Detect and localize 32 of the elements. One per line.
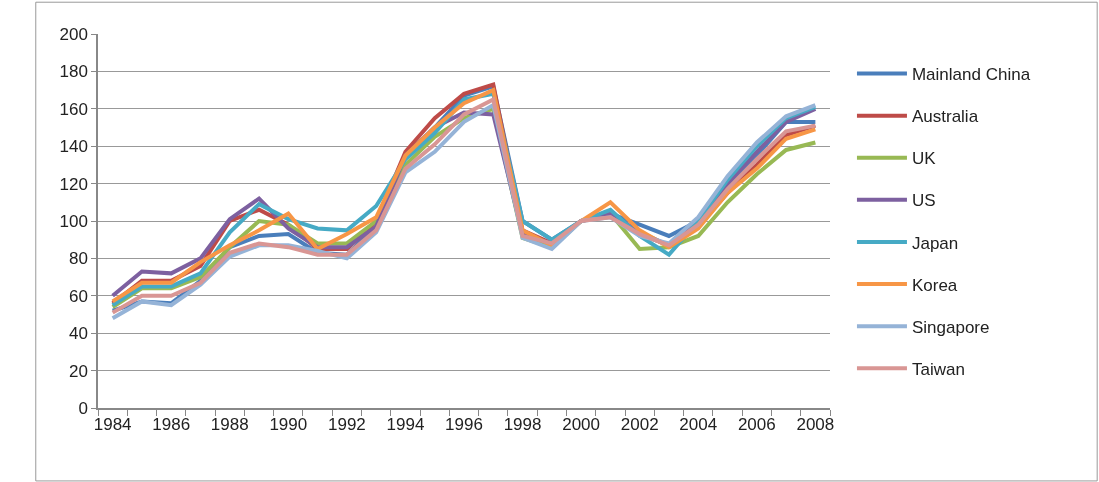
legend-label: Korea [911,275,958,295]
x-tick-label: 2006 [737,415,776,435]
x-tick-label: 1992 [327,415,366,435]
x-tick-label: 2004 [679,415,718,435]
y-tick-label: 140 [59,137,88,157]
x-tick-label: 2000 [562,415,601,435]
x-tick-label: 1986 [152,415,191,435]
x-tick-label: 1996 [445,415,483,435]
y-tick-label: 200 [59,24,88,44]
x-tick-label: 2002 [620,415,659,435]
legend-label: Japan [911,233,959,253]
y-tick-label: 180 [59,62,88,82]
x-tick-label: 1988 [210,415,249,435]
y-tick-label: 120 [59,174,88,194]
y-tick-label: 40 [68,324,88,344]
x-tick-label: 2008 [796,415,835,435]
y-tick-label: 20 [68,361,88,381]
y-tick-label: 160 [59,99,88,119]
x-tick-label: 1990 [269,415,308,435]
x-tick-label: 1984 [93,415,132,435]
y-tick-label: 0 [78,398,88,418]
legend-label: Taiwan [911,359,965,379]
y-tick-label: 60 [68,286,88,306]
legend-label: US [911,191,936,211]
y-tick-label: 80 [68,249,88,269]
legend-label: Singapore [911,317,990,337]
x-tick-label: 1994 [386,415,425,435]
x-tick-label: 1998 [503,415,542,435]
legend-label: Australia [911,107,979,127]
legend-label: UK [911,149,937,169]
legend-label: Mainland China [911,65,1031,85]
y-tick-label: 100 [59,211,88,231]
